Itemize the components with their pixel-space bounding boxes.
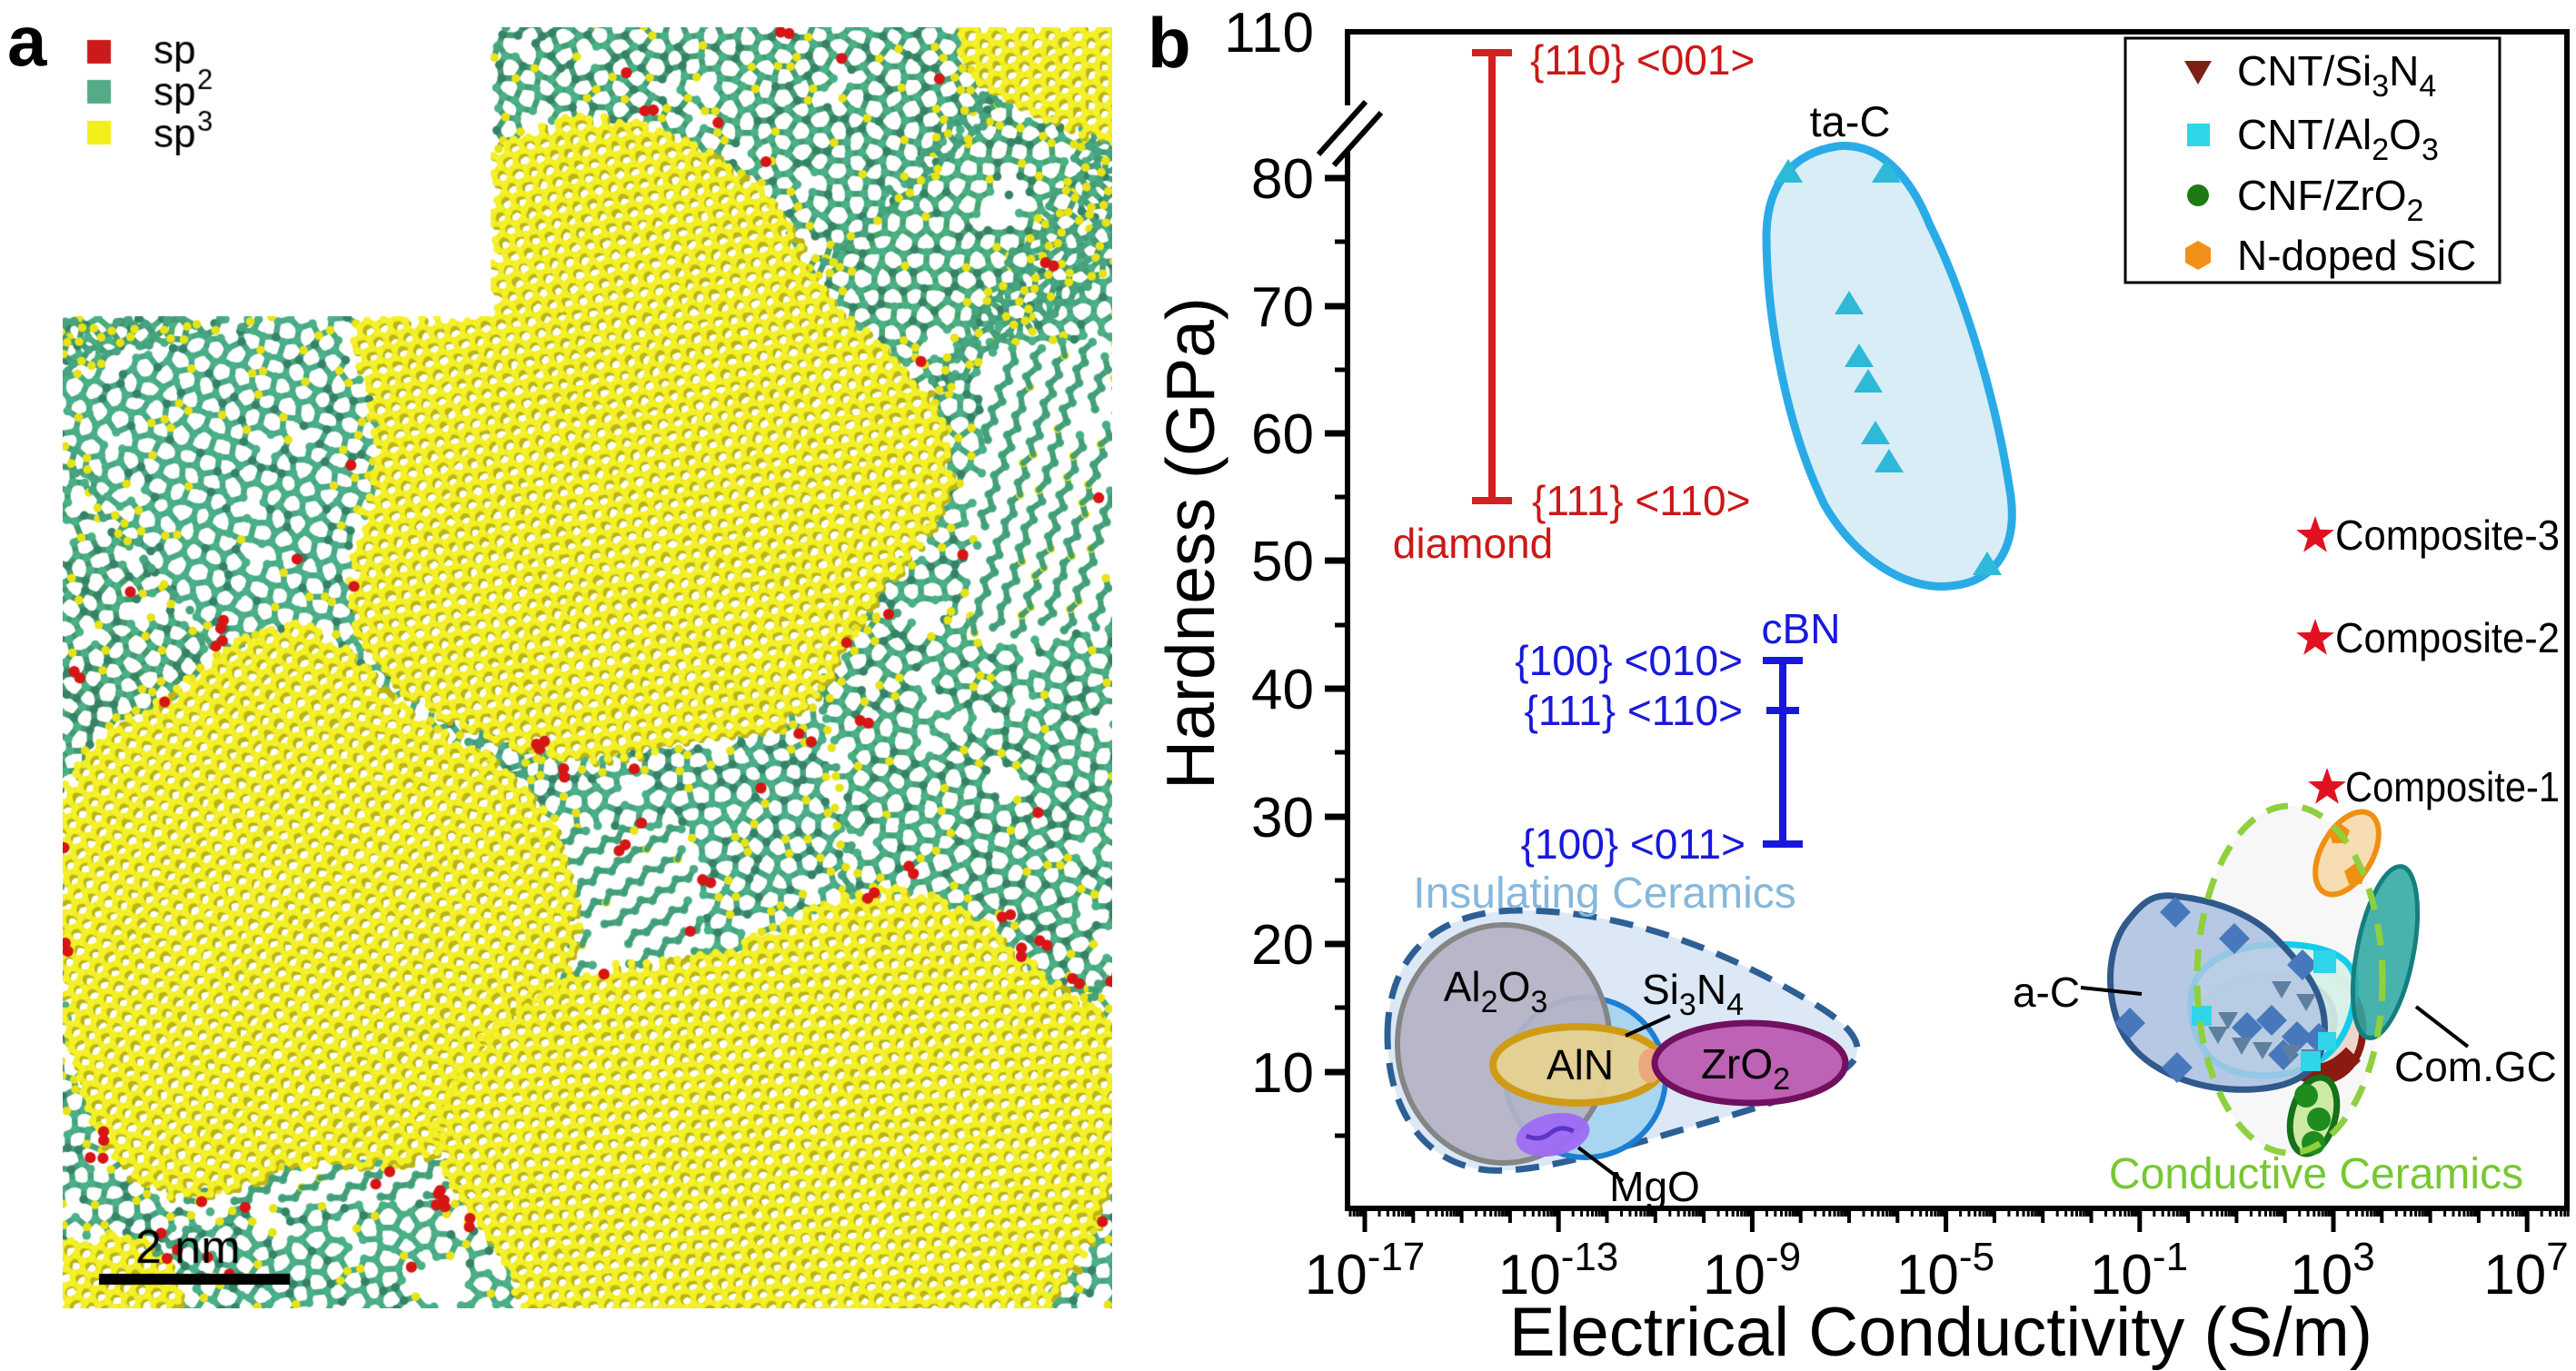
svg-text:80: 80 — [1251, 148, 1314, 211]
svg-text:CNT/Si3N4: CNT/Si3N4 — [2237, 47, 2436, 104]
svg-text:10-1: 10-1 — [2090, 1235, 2188, 1306]
svg-text:{110} <001>: {110} <001> — [1530, 36, 1755, 84]
svg-text:10-17: 10-17 — [1305, 1235, 1426, 1306]
svg-text:Composite-2: Composite-2 — [2335, 614, 2560, 661]
svg-text:cBN: cBN — [1762, 605, 1841, 652]
svg-text:MgO: MgO — [1609, 1163, 1700, 1210]
svg-text:Hardness (GPa): Hardness (GPa) — [1152, 297, 1228, 790]
svg-text:N-doped SiC: N-doped SiC — [2237, 232, 2476, 279]
svg-text:{100} <011>: {100} <011> — [1521, 820, 1746, 868]
svg-text:{100} <010>: {100} <010> — [1515, 637, 1743, 684]
svg-text:Composite-1: Composite-1 — [2345, 763, 2560, 810]
svg-text:Composite-3: Composite-3 — [2335, 512, 2560, 559]
svg-text:a: a — [7, 1, 47, 81]
svg-text:70: 70 — [1251, 276, 1314, 339]
svg-text:CNT/Al2O3: CNT/Al2O3 — [2237, 111, 2439, 167]
svg-text:107: 107 — [2483, 1235, 2568, 1306]
svg-text:Electrical Conductivity (S/m): Electrical Conductivity (S/m) — [1509, 1294, 2372, 1371]
svg-text:50: 50 — [1251, 531, 1314, 593]
svg-text:10-13: 10-13 — [1498, 1235, 1619, 1306]
svg-text:20: 20 — [1251, 914, 1314, 977]
svg-text:CNF/ZrO2: CNF/ZrO2 — [2237, 172, 2423, 228]
svg-text:{111} <110>: {111} <110> — [1525, 687, 1744, 734]
svg-text:60: 60 — [1251, 403, 1314, 466]
svg-text:ta-C: ta-C — [1810, 97, 1891, 145]
svg-text:Conductive Ceramics: Conductive Ceramics — [2109, 1150, 2523, 1198]
svg-text:{111} <110>: {111} <110> — [1532, 477, 1751, 524]
svg-text:30: 30 — [1251, 787, 1314, 849]
svg-text:Com.GC: Com.GC — [2394, 1043, 2557, 1090]
svg-text:Insulating Ceramics: Insulating Ceramics — [1413, 869, 1796, 918]
svg-text:b: b — [1148, 3, 1191, 83]
svg-text:AlN: AlN — [1547, 1041, 1614, 1088]
svg-text:diamond: diamond — [1393, 520, 1553, 567]
svg-text:40: 40 — [1251, 659, 1314, 721]
svg-text:10: 10 — [1251, 1042, 1314, 1105]
svg-text:a-C: a-C — [2013, 969, 2080, 1016]
svg-text:110: 110 — [1224, 2, 1314, 65]
